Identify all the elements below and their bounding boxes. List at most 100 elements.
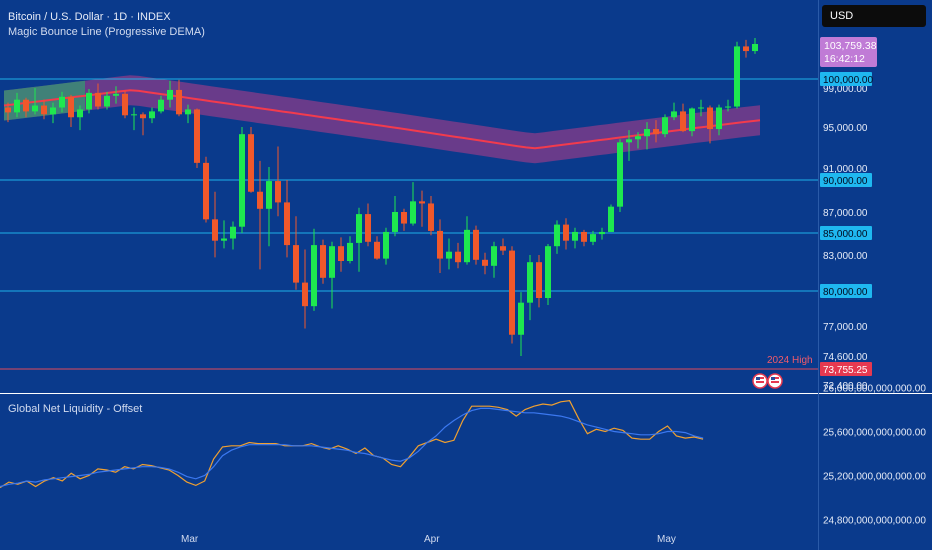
candle[interactable] [545,244,551,305]
candle[interactable] [338,237,344,272]
candle[interactable] [14,92,20,118]
candle[interactable] [599,227,605,240]
candle[interactable] [59,91,65,113]
candle[interactable] [716,104,722,136]
candle[interactable] [707,105,713,144]
candle-body [113,93,119,96]
candle[interactable] [266,166,272,247]
candle[interactable] [365,203,371,247]
candle-body [563,224,569,241]
candle[interactable] [419,190,425,227]
candle[interactable] [329,241,335,309]
candle[interactable] [653,120,659,143]
candle-body [374,241,380,259]
candle[interactable] [581,229,587,247]
candle-body [77,109,83,118]
candle[interactable] [518,292,524,356]
candle[interactable] [725,99,731,112]
candle[interactable] [194,108,200,168]
candle[interactable] [311,228,317,311]
candle[interactable] [95,83,101,110]
candle[interactable] [32,88,38,115]
candle[interactable] [212,191,218,258]
candle[interactable] [491,241,497,278]
candle[interactable] [347,236,353,264]
candle[interactable] [392,196,398,237]
candle[interactable] [50,102,56,124]
candle[interactable] [572,227,578,249]
candle[interactable] [689,107,695,137]
candle[interactable] [590,230,596,246]
us-flag-event-icon[interactable] [767,373,783,389]
candle[interactable] [446,238,452,270]
candle[interactable] [617,139,623,212]
us-flag-event-icon[interactable] [752,373,768,389]
candle[interactable] [284,180,290,258]
candle[interactable] [662,114,668,138]
candle[interactable] [743,39,749,58]
candle[interactable] [527,255,533,321]
candle[interactable] [698,99,704,117]
candle[interactable] [248,127,254,193]
candle[interactable] [473,225,479,265]
candle[interactable] [464,216,470,265]
candle[interactable] [752,37,758,54]
candle[interactable] [302,249,308,329]
candle[interactable] [608,204,614,232]
candle[interactable] [5,102,11,123]
candle[interactable] [554,220,560,254]
candle[interactable] [86,88,92,114]
candle[interactable] [500,238,506,256]
candle[interactable] [239,127,245,233]
price-tick-label: 77,000.00 [823,322,868,333]
candle[interactable] [131,107,137,131]
candle[interactable] [536,255,542,308]
candle[interactable] [680,103,686,133]
candle[interactable] [104,91,110,110]
candle[interactable] [383,227,389,265]
candle-body [86,92,92,110]
candle[interactable] [122,90,128,119]
candle[interactable] [275,146,281,217]
candle[interactable] [401,208,407,231]
candle[interactable] [644,122,650,150]
candle[interactable] [428,196,434,236]
candle[interactable] [158,95,164,114]
candle[interactable] [68,94,74,127]
candle[interactable] [221,220,227,249]
candle[interactable] [230,221,236,250]
candle[interactable] [734,41,740,109]
candle[interactable] [149,107,155,124]
candle[interactable] [185,104,191,124]
candle[interactable] [437,219,443,273]
high-badge-label: 73,755.25 [823,365,868,376]
candle[interactable] [410,182,416,226]
candle[interactable] [140,112,146,136]
candle[interactable] [203,156,209,223]
candle[interactable] [455,242,461,269]
candle-body [167,89,173,100]
candle[interactable] [374,236,380,260]
level-badge [820,72,872,86]
price-badge [820,37,877,67]
candle[interactable] [626,130,632,161]
candle[interactable] [257,160,263,270]
candle-body [347,242,353,261]
candle-body [32,105,38,112]
candle[interactable] [635,132,641,149]
candle[interactable] [167,80,173,108]
candle[interactable] [671,102,677,121]
candle[interactable] [563,218,569,250]
candle[interactable] [113,86,119,104]
candle[interactable] [293,216,299,290]
candle[interactable] [176,79,182,117]
candle[interactable] [482,252,488,275]
candle[interactable] [41,99,47,120]
candle[interactable] [356,207,362,272]
candle[interactable] [320,239,326,284]
candle[interactable] [77,105,83,131]
candle[interactable] [23,97,29,118]
currency-selector[interactable]: USD [822,5,926,27]
candle[interactable] [509,246,515,344]
